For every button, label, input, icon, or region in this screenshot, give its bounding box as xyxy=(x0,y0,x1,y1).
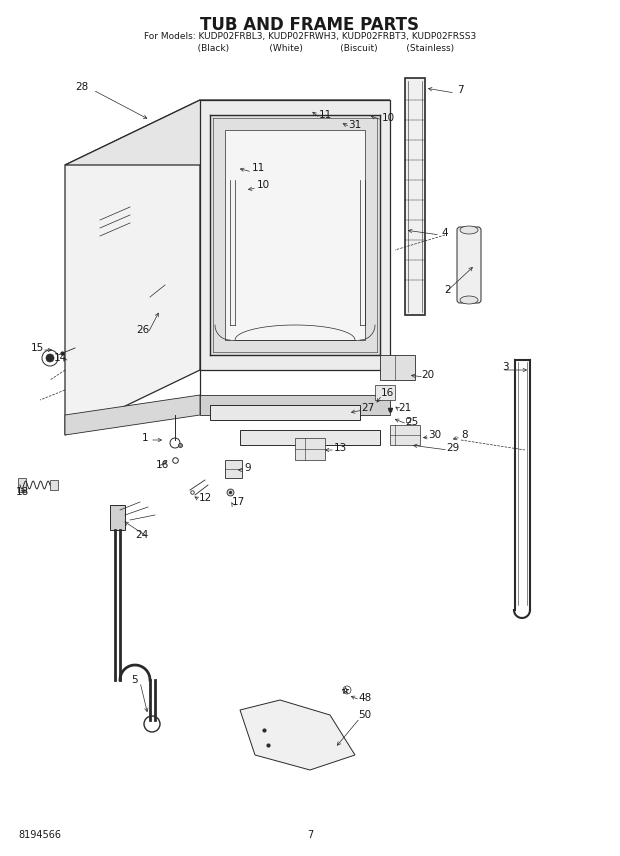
Polygon shape xyxy=(65,100,200,435)
Text: 15: 15 xyxy=(30,343,43,353)
Circle shape xyxy=(291,738,299,746)
Ellipse shape xyxy=(460,296,478,304)
Text: 7: 7 xyxy=(307,830,313,840)
Text: (Black)              (White)             (Biscuit)          (Stainless): (Black) (White) (Biscuit) (Stainless) xyxy=(166,44,454,53)
Bar xyxy=(110,505,125,530)
Polygon shape xyxy=(225,130,365,340)
Text: 16: 16 xyxy=(381,388,394,398)
Text: 30: 30 xyxy=(428,430,441,440)
Text: 14: 14 xyxy=(53,353,66,363)
Polygon shape xyxy=(225,460,242,478)
Text: 9: 9 xyxy=(245,463,251,473)
Text: 28: 28 xyxy=(76,82,89,92)
Text: 20: 20 xyxy=(422,370,435,380)
Text: 4: 4 xyxy=(441,228,448,238)
Polygon shape xyxy=(240,700,355,770)
Text: TUB AND FRAME PARTS: TUB AND FRAME PARTS xyxy=(200,16,420,34)
Text: 12: 12 xyxy=(198,493,211,503)
Text: 50: 50 xyxy=(358,710,371,720)
Polygon shape xyxy=(200,395,390,415)
Text: 21: 21 xyxy=(399,403,412,413)
Circle shape xyxy=(46,354,54,362)
Polygon shape xyxy=(200,100,390,370)
Polygon shape xyxy=(210,405,360,420)
Text: 17: 17 xyxy=(231,497,245,507)
Text: 10: 10 xyxy=(381,113,394,123)
Text: 1: 1 xyxy=(142,433,148,443)
Polygon shape xyxy=(390,425,420,445)
Polygon shape xyxy=(240,430,380,445)
Bar xyxy=(18,478,26,492)
Text: 13: 13 xyxy=(334,443,347,453)
Polygon shape xyxy=(295,438,325,460)
FancyBboxPatch shape xyxy=(457,227,481,303)
Text: 48: 48 xyxy=(358,693,371,703)
Ellipse shape xyxy=(460,226,478,234)
Text: 29: 29 xyxy=(446,443,459,453)
Text: 10: 10 xyxy=(257,180,270,190)
Text: 27: 27 xyxy=(361,403,374,413)
Text: 24: 24 xyxy=(135,530,149,540)
Text: 2: 2 xyxy=(445,285,451,295)
Text: 25: 25 xyxy=(405,417,419,427)
Text: 31: 31 xyxy=(348,120,361,130)
Polygon shape xyxy=(405,78,425,315)
Bar xyxy=(50,480,58,490)
Polygon shape xyxy=(65,395,200,435)
Text: 7: 7 xyxy=(457,85,463,95)
Text: 11: 11 xyxy=(319,110,332,120)
Text: 3: 3 xyxy=(502,362,508,372)
Polygon shape xyxy=(65,100,390,165)
Text: 5: 5 xyxy=(131,675,138,685)
Polygon shape xyxy=(380,355,415,380)
Text: 8194566: 8194566 xyxy=(18,830,61,840)
Text: 26: 26 xyxy=(136,325,149,335)
Text: ReplacementParts.com: ReplacementParts.com xyxy=(246,430,374,440)
Text: For Models: KUDP02FRBL3, KUDP02FRWH3, KUDP02FRBT3, KUDP02FRSS3: For Models: KUDP02FRBL3, KUDP02FRWH3, KU… xyxy=(144,32,476,41)
Text: 11: 11 xyxy=(251,163,265,173)
Text: 16: 16 xyxy=(156,460,169,470)
Polygon shape xyxy=(375,385,395,400)
Text: 18: 18 xyxy=(16,487,29,497)
Text: 8: 8 xyxy=(462,430,468,440)
Polygon shape xyxy=(210,115,380,355)
